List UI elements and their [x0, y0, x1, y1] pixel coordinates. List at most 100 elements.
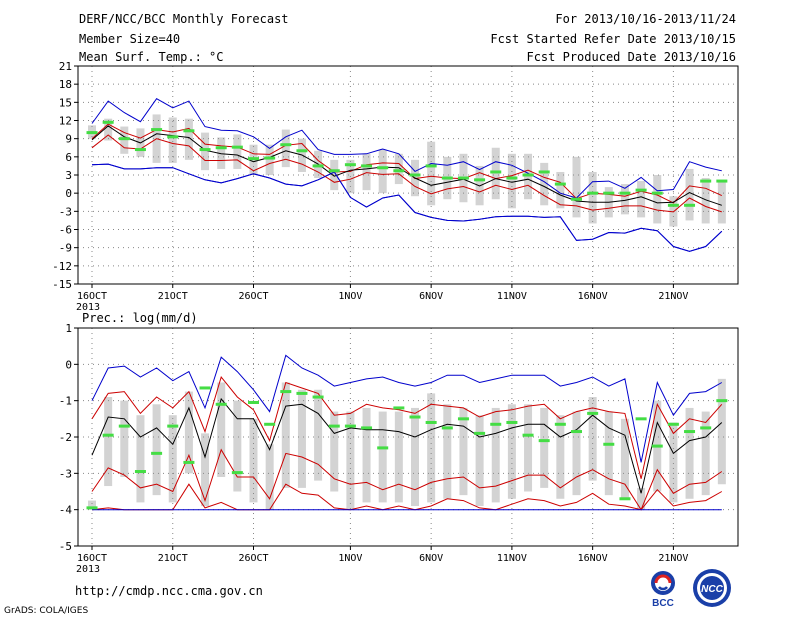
prec-box: [362, 407, 371, 503]
ncc-logo: NCC: [690, 568, 734, 608]
prec-median-mark: [312, 395, 324, 399]
prec-ytick-label: -3: [59, 467, 72, 480]
prec-median-mark: [441, 426, 453, 430]
prec-box: [475, 415, 484, 507]
temp-box: [281, 129, 290, 168]
temp-median-mark: [151, 128, 163, 132]
prec-box: [411, 407, 419, 507]
prec-box: [427, 393, 436, 503]
temp-box: [540, 162, 549, 206]
temp-box: [265, 144, 274, 175]
prec-xtick-label: 21OCT: [158, 553, 188, 564]
prec-median-mark: [716, 399, 728, 403]
temp-median-mark: [312, 164, 324, 168]
temp-median-mark: [199, 148, 211, 152]
prec-box: [88, 500, 96, 510]
temp-median-mark: [280, 143, 292, 147]
temp-xtick-label: 16NOV: [578, 291, 608, 302]
temp-series-mean: [91, 125, 722, 206]
temp-ytick-label: 21: [59, 60, 72, 73]
prec-box: [184, 391, 193, 474]
temp-box: [491, 147, 500, 200]
temp-median-mark: [167, 135, 179, 139]
temp-box: [184, 118, 193, 160]
prec-median-mark: [651, 444, 663, 448]
prec-median-mark: [522, 433, 534, 437]
prec-median-mark: [86, 506, 98, 510]
prec-ytick-label: -5: [59, 540, 72, 553]
temp-ytick-label: 12: [59, 115, 72, 128]
prec-ytick-label: -4: [59, 504, 73, 517]
prec-median-mark: [102, 433, 114, 437]
fcst-started-date: Fcst Started Refer Date 2013/10/15: [490, 32, 736, 46]
prec-median-mark: [506, 420, 518, 424]
prec-median-mark: [619, 497, 631, 501]
temp-ytick-label: -6: [59, 224, 72, 237]
prec-box: [524, 404, 533, 492]
temp-box: [394, 153, 403, 185]
temp-ytick-label: -12: [52, 260, 72, 273]
temp-median-mark: [474, 178, 486, 182]
prec-box: [330, 411, 339, 492]
temp-ytick-label: -3: [59, 205, 72, 218]
prec-box: [297, 389, 306, 488]
prec-xtick-year: 2013: [76, 564, 100, 575]
prec-median-mark: [377, 446, 389, 450]
temp-box: [556, 171, 565, 209]
temp-median-mark: [441, 176, 453, 180]
temp-xtick-label: 16OCT: [77, 291, 107, 302]
temp-xtick-year: 2013: [76, 302, 100, 313]
temp-median-mark: [134, 148, 146, 152]
bcc-logo: BCC: [640, 568, 686, 608]
temp-xtick-label: 21OCT: [158, 291, 188, 302]
prec-median-mark: [603, 442, 615, 446]
temp-box: [653, 175, 662, 224]
prec-box: [104, 397, 113, 487]
temp-box: [427, 141, 436, 206]
prec-box: [394, 411, 403, 503]
prec-median-mark: [474, 431, 486, 435]
prec-box: [669, 422, 678, 503]
temp-box: [120, 126, 129, 154]
prec-median-mark: [684, 430, 696, 434]
temp-median-mark: [361, 164, 373, 168]
prec-median-mark: [700, 426, 712, 430]
temp-median-mark: [344, 163, 356, 167]
prec-panel-label: Prec.: log(mm/d): [82, 311, 198, 325]
prec-ytick-label: -1: [59, 395, 72, 408]
temp-median-mark: [393, 169, 405, 173]
prec-median-mark: [215, 402, 227, 406]
temp-ytick-label: 0: [65, 187, 72, 200]
fcst-produced-date: Fcst Produced Date 2013/10/16: [526, 50, 736, 64]
prec-box: [120, 400, 129, 477]
source-url[interactable]: http://cmdp.ncc.cma.gov.cn: [75, 584, 263, 598]
prec-median-mark: [587, 411, 599, 415]
temp-ytick-label: 18: [59, 78, 72, 91]
prec-box: [314, 389, 323, 481]
prec-median-mark: [538, 439, 550, 443]
temp-median-mark: [506, 176, 518, 180]
prec-box: [281, 382, 290, 488]
temp-xtick-label: 11NOV: [497, 291, 527, 302]
temp-series-min: [91, 163, 723, 252]
temp-box: [217, 137, 226, 169]
temp-box: [685, 168, 694, 221]
temp-median-mark: [700, 179, 712, 183]
prec-median-mark: [571, 430, 582, 434]
prec-xtick-label: 21NOV: [658, 553, 688, 564]
temp-median-mark: [619, 191, 631, 195]
temp-median-mark: [102, 120, 114, 124]
temp-median-mark: [231, 145, 243, 149]
temp-box: [168, 117, 177, 163]
prec-median-mark: [490, 422, 502, 426]
prec-median-mark: [328, 424, 340, 428]
temp-ytick-label: 6: [65, 151, 72, 164]
ncc-logo-text: NCC: [701, 584, 723, 595]
temp-median-mark: [716, 179, 728, 183]
prec-series-max: [91, 354, 723, 463]
variable-label: Mean Surf. Temp.: °C: [79, 50, 224, 64]
temp-box: [717, 181, 726, 224]
temp-ytick-label: -9: [59, 242, 72, 255]
prec-median-mark: [280, 390, 292, 394]
